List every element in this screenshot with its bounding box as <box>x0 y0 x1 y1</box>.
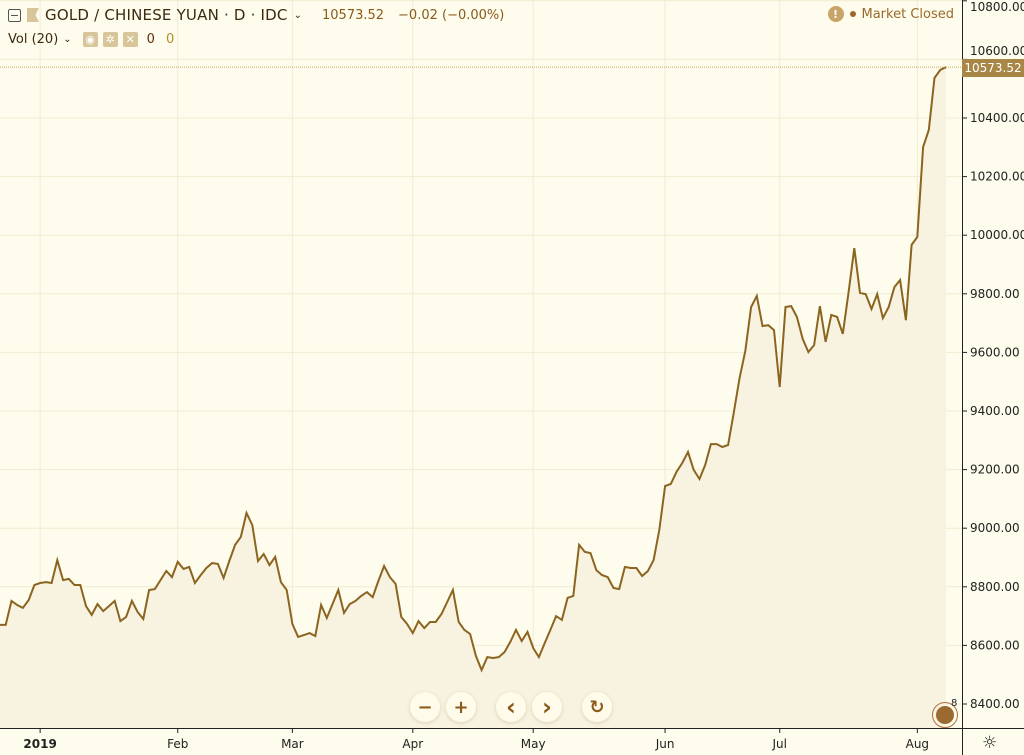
volume-legend: Vol (20) ⌄ ◉ ✲ ✕ 0 0 <box>8 32 174 47</box>
x-tick-label: Aug <box>906 737 929 751</box>
y-tick-label: 10400.00 <box>970 111 1024 125</box>
logo-badge: 8 <box>951 698 958 709</box>
reset-chart-button[interactable]: ↻ <box>582 692 612 722</box>
x-tick-label: Mar <box>281 737 304 751</box>
x-tick-label: Apr <box>402 737 423 751</box>
x-tick-label: 2019 <box>23 737 56 751</box>
y-tick-label: 10000.00 <box>970 228 1024 242</box>
gear-icon[interactable]: ✲ <box>102 32 118 47</box>
y-tick-label: 9400.00 <box>970 404 1020 418</box>
last-price-label: 10573.52 <box>962 59 1024 77</box>
zoom-in-button[interactable]: + <box>446 692 476 722</box>
scroll-left-button[interactable]: ‹ <box>496 692 526 722</box>
reset-icon: ↻ <box>589 696 605 718</box>
plus-icon: + <box>453 696 469 718</box>
status-dot-icon <box>849 11 856 17</box>
x-tick-label: Jun <box>655 737 675 751</box>
x-tick-label: Feb <box>167 737 188 751</box>
zoom-out-button[interactable]: − <box>410 692 440 722</box>
x-tick-label: Jul <box>771 737 786 751</box>
volume-value: 0 <box>146 32 155 47</box>
exclamation-icon[interactable]: ! <box>827 6 844 22</box>
price-area-fill <box>0 67 946 728</box>
eye-icon[interactable]: ◉ <box>82 32 98 47</box>
minus-icon: − <box>417 696 433 718</box>
market-status-text: Market Closed <box>861 6 955 22</box>
collapse-icon[interactable] <box>8 8 21 22</box>
settings-gear-icon[interactable]: ☼ <box>982 733 998 753</box>
last-price: 10573.52 <box>322 7 385 23</box>
time-scale[interactable]: 2019 Feb Mar Apr May Jun Jul Aug <box>23 728 929 751</box>
chevron-down-icon[interactable]: ⌄ <box>293 9 302 21</box>
y-tick-label: 8800.00 <box>970 580 1020 594</box>
x-tick-label: May <box>521 737 546 751</box>
chevron-right-icon: › <box>542 693 552 721</box>
tradingview-logo[interactable] <box>932 702 958 728</box>
y-tick-label: 9200.00 <box>970 463 1020 477</box>
chevron-left-icon: ‹ <box>506 693 516 721</box>
y-tick-label: 8600.00 <box>970 638 1020 652</box>
symbol-title[interactable]: GOLD / CHINESE YUAN · D · IDC <box>45 6 288 24</box>
y-tick-label: 10600.00 <box>970 44 1024 58</box>
price-change: −0.02 (−0.00%) <box>398 7 505 23</box>
volume-label[interactable]: Vol (20) <box>8 32 59 47</box>
flag-icon[interactable] <box>27 8 39 22</box>
price-scale[interactable]: 8400.00 8600.00 8800.00 9000.00 9200.00 9400.… <box>962 0 1024 711</box>
y-tick-label: 9800.00 <box>970 287 1020 301</box>
logo-icon <box>936 706 954 724</box>
chevron-down-icon[interactable]: ⌄ <box>63 34 72 45</box>
price-line <box>0 66 947 673</box>
scroll-right-button[interactable]: › <box>532 692 562 722</box>
y-tick-label: 8400.00 <box>970 697 1020 711</box>
y-tick-label: 10800.00 <box>970 0 1024 14</box>
y-tick-label: 9000.00 <box>970 521 1020 535</box>
y-tick-label: 9600.00 <box>970 345 1020 359</box>
y-tick-label: 10200.00 <box>970 170 1024 184</box>
symbol-legend: GOLD / CHINESE YUAN · D · IDC ⌄ 10573.52… <box>8 6 504 24</box>
close-icon[interactable]: ✕ <box>122 32 138 47</box>
market-status: ! Market Closed <box>827 6 955 22</box>
volume-ma-value: 0 <box>165 32 175 47</box>
